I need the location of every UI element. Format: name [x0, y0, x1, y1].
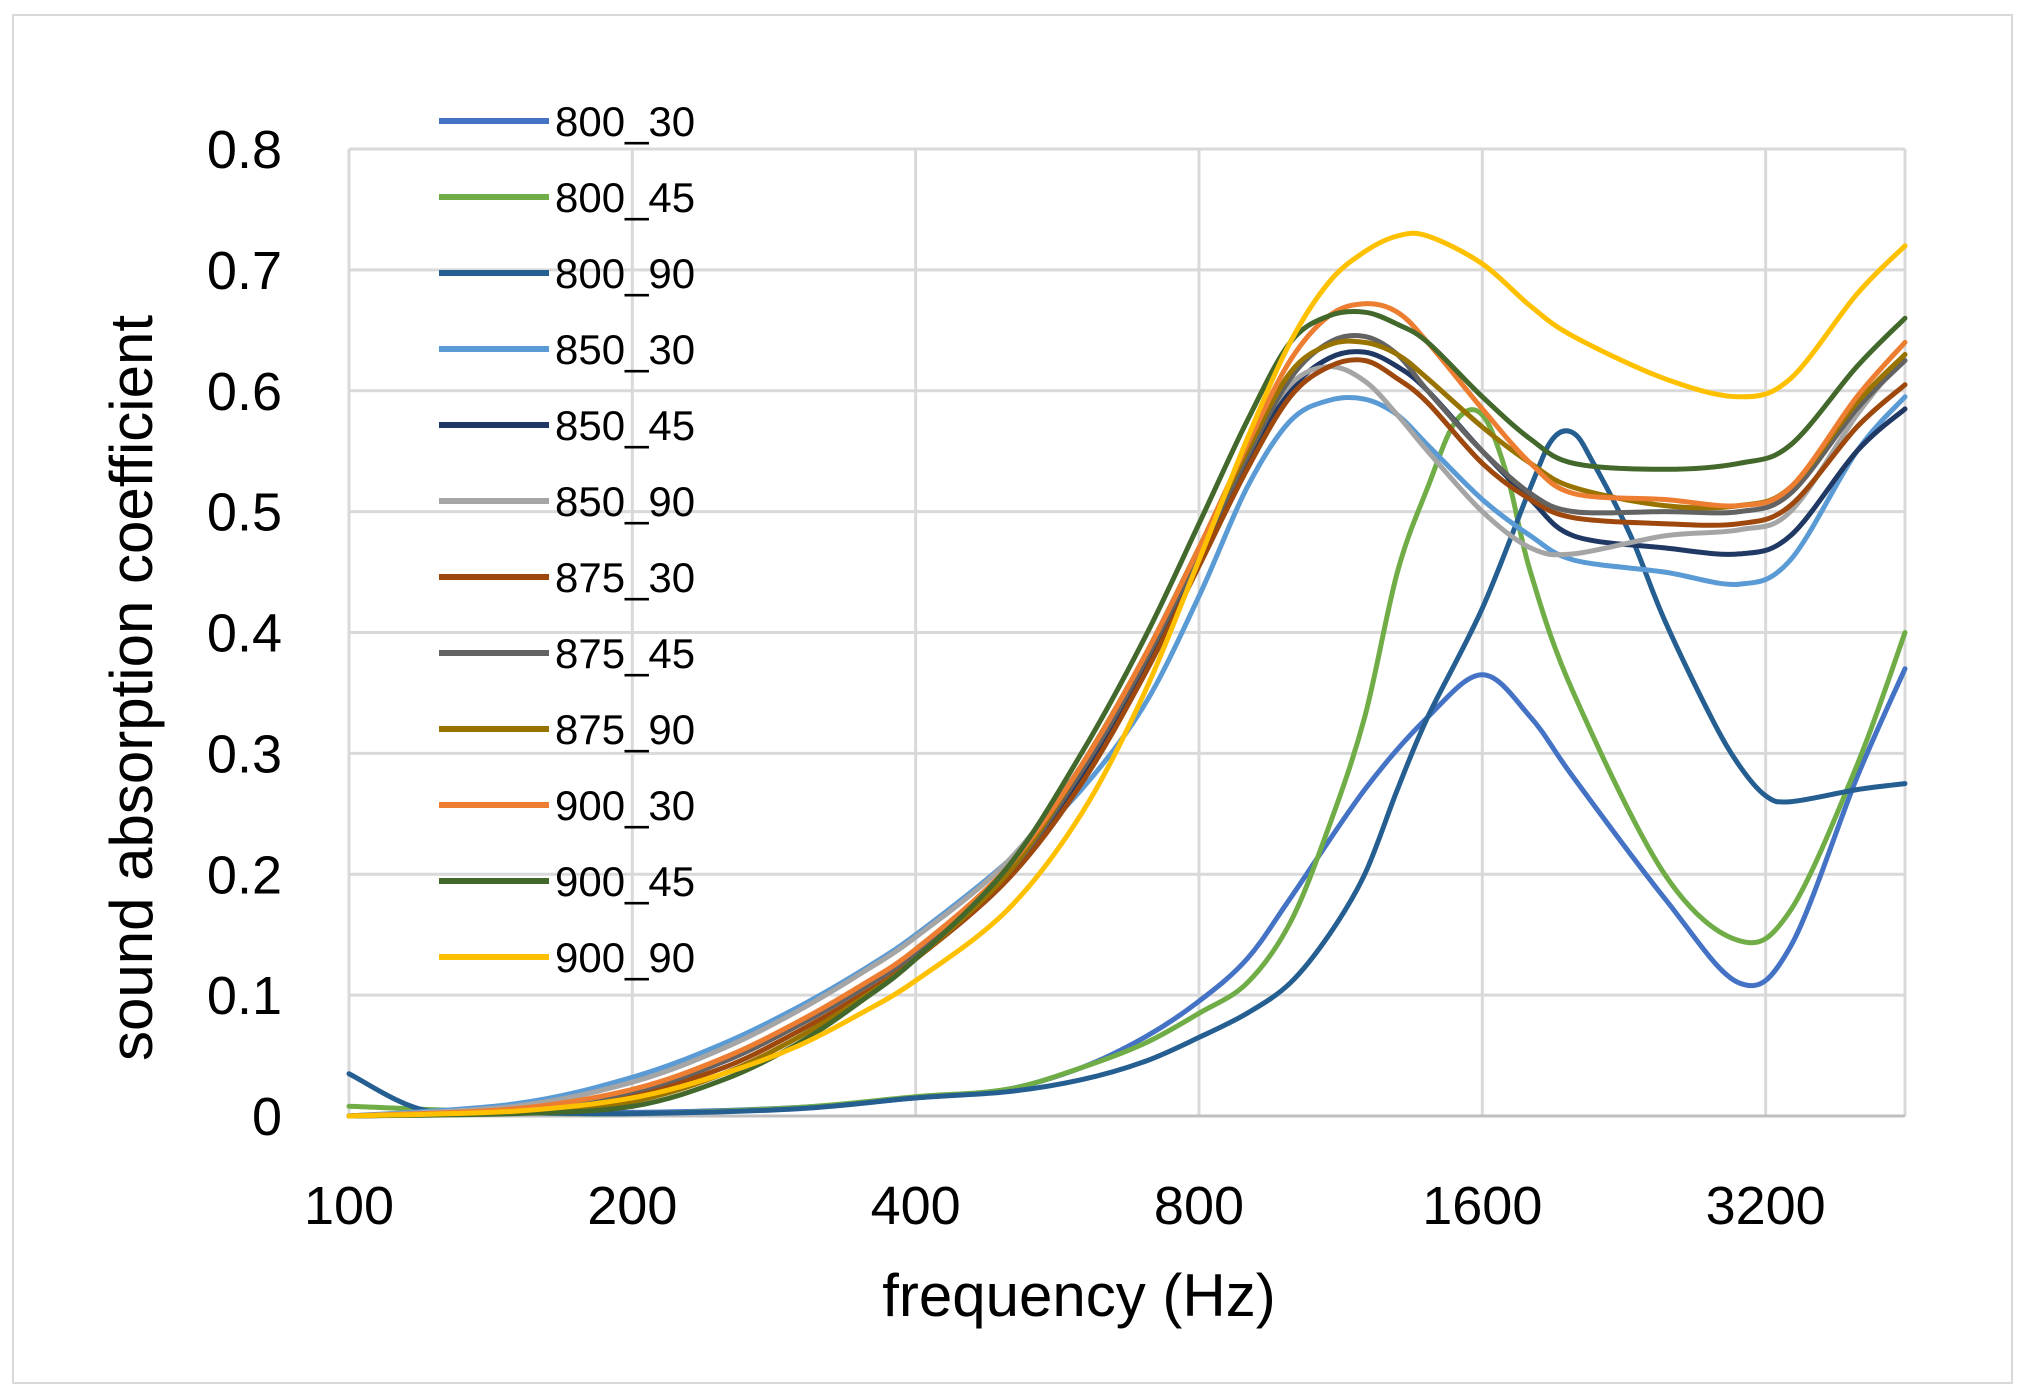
- legend-label: 850_90: [555, 478, 695, 525]
- y-axis-ticks: 0 0.1 0.2 0.3 0.4 0.5 0.6 0.7 0.8: [207, 120, 282, 1147]
- x-tick-label: 100: [304, 1176, 394, 1236]
- legend-label: 850_45: [555, 402, 695, 449]
- y-tick-label: 0.6: [207, 362, 282, 422]
- y-tick-label: 0.8: [207, 120, 282, 180]
- y-axis-title: sound absorption coefficient: [98, 315, 165, 1061]
- series-line-875_90: [346, 338, 1908, 1119]
- series-line-875_45: [346, 332, 1908, 1119]
- legend-label: 850_30: [555, 326, 695, 373]
- y-tick-label: 0.2: [207, 845, 282, 905]
- legend-label: 900_45: [555, 858, 695, 905]
- legend-label: 800_45: [555, 174, 695, 221]
- y-tick-label: 0.1: [207, 966, 282, 1026]
- y-tick-label: 0.7: [207, 241, 282, 301]
- legend-label: 875_30: [555, 554, 695, 601]
- x-tick-label: 1600: [1422, 1176, 1542, 1236]
- series-line-900_90: [346, 230, 1908, 1119]
- legend-label: 900_30: [555, 782, 695, 829]
- legend-label: 875_45: [555, 630, 695, 677]
- chart-frame: 100 200 400 800 1600 3200 0 0.1 0.2 0.3 0.4 0.5 0.6…: [12, 14, 2013, 1384]
- legend-label: 900_90: [555, 934, 695, 981]
- x-axis-ticks: 100 200 400 800 1600 3200: [304, 1176, 1826, 1236]
- series-layer: [346, 230, 1908, 1119]
- legend-label: 875_90: [555, 706, 695, 753]
- x-axis-title: frequency (Hz): [882, 1262, 1275, 1329]
- legend-label: 800_90: [555, 250, 695, 297]
- x-tick-label: 200: [587, 1176, 677, 1236]
- legend: 800_30 800_45 800_90 850_30 850_45 850_90 875_…: [439, 98, 695, 981]
- gridlines: [347, 147, 1907, 1118]
- x-tick-label: 800: [1154, 1176, 1244, 1236]
- series-line-875_30: [346, 357, 1908, 1119]
- y-tick-label: 0: [252, 1087, 282, 1147]
- y-tick-label: 0.3: [207, 724, 282, 784]
- y-tick-label: 0.5: [207, 483, 282, 543]
- y-tick-label: 0.4: [207, 604, 282, 664]
- x-tick-label: 400: [871, 1176, 961, 1236]
- series-line-800_90: [346, 428, 1908, 1117]
- line-chart: 100 200 400 800 1600 3200 0 0.1 0.2 0.3 0.4 0.5 0.6…: [98, 98, 1908, 1329]
- series-line-850_30: [346, 394, 1908, 1119]
- legend-label: 800_30: [555, 98, 695, 145]
- x-tick-label: 3200: [1706, 1176, 1826, 1236]
